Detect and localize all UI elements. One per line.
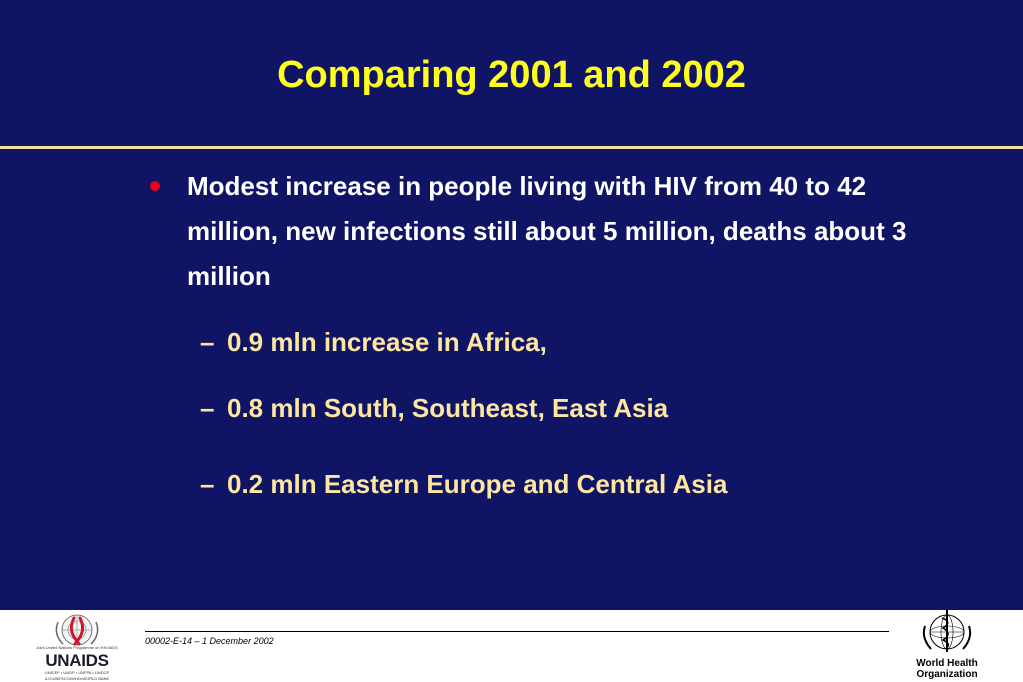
bullet-dot-icon xyxy=(150,181,160,191)
sub-bullet: –0.2 mln Eastern Europe and Central Asia xyxy=(200,467,727,501)
who-line-1: World Health xyxy=(916,658,978,669)
dash-icon: – xyxy=(200,393,215,423)
sub-bullet-text: 0.9 mln increase in Africa, xyxy=(227,327,547,357)
footer-divider xyxy=(145,631,889,632)
un-emblem-icon xyxy=(55,614,99,646)
sub-bullet-text: 0.8 mln South, Southeast, East Asia xyxy=(227,393,669,423)
slide-body: Comparing 2001 and 2002 Modest increase … xyxy=(0,0,1023,610)
unaids-cosponsors-1: UNICEF • UNDP • UNFPA • UNDCP xyxy=(44,670,110,675)
main-bullet: Modest increase in people living with HI… xyxy=(150,164,910,299)
who-logo: World Health Organization xyxy=(902,608,992,682)
who-line-2: Organization xyxy=(916,669,978,680)
unaids-logo: Joint United Nations Programme on HIV/AI… xyxy=(24,612,130,682)
title-divider xyxy=(0,146,1023,149)
dash-icon: – xyxy=(200,327,215,357)
sub-bullet: –0.9 mln increase in Africa, xyxy=(200,325,547,359)
who-wordmark: World Health Organization xyxy=(902,658,992,680)
footer-code: 00002-E-14 – 1 December 2002 xyxy=(145,636,274,646)
unaids-tagline: Joint United Nations Programme on HIV/AI… xyxy=(36,645,118,650)
slide-title: Comparing 2001 and 2002 xyxy=(277,54,746,96)
dash-icon: – xyxy=(200,469,215,499)
unaids-wordmark: UNAIDS xyxy=(45,651,109,670)
main-bullet-text: Modest increase in people living with HI… xyxy=(187,171,907,291)
who-emblem-icon xyxy=(922,609,972,652)
unaids-cosponsors-2: ILO•UNESCO•WHO•WORLD BANK xyxy=(44,676,110,681)
sub-bullet-text: 0.2 mln Eastern Europe and Central Asia xyxy=(227,469,728,499)
sub-bullet: –0.8 mln South, Southeast, East Asia xyxy=(200,391,668,425)
